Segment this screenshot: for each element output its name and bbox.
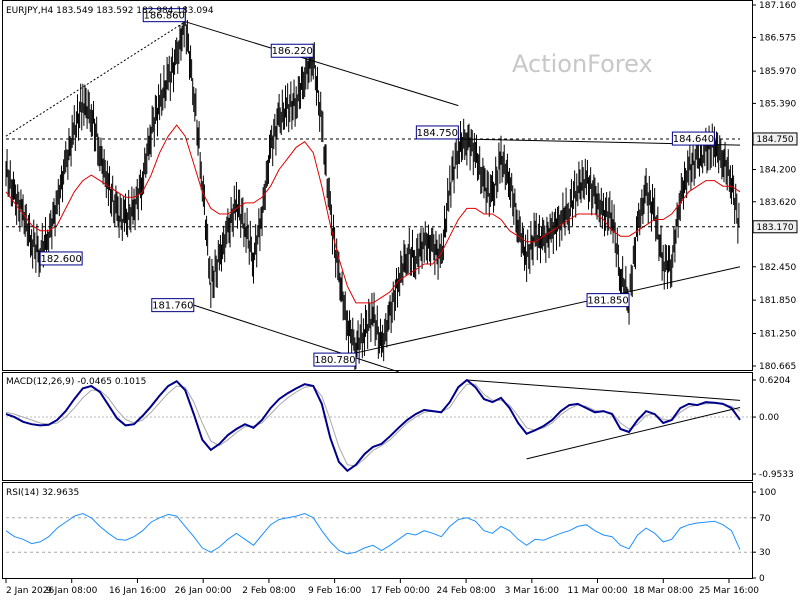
price-label-box xyxy=(415,125,459,140)
x-tick-label: 17 Feb 00:00 xyxy=(371,586,430,596)
y-tick-label: 100 xyxy=(759,488,776,498)
y-tick-label: 180.665 xyxy=(759,362,796,372)
trendline xyxy=(185,21,459,107)
y-tick-label: 181.250 xyxy=(759,329,796,339)
price-label-box xyxy=(313,352,357,367)
price-axis-tags: 184.750 183.170 xyxy=(752,132,798,234)
x-tick-label: 18 Mar 08:00 xyxy=(633,586,693,596)
y-tick-label: 181.850 xyxy=(759,296,796,306)
x-tick-label: 25 Mar 16:00 xyxy=(699,586,759,596)
y-tick-label: 186.575 xyxy=(759,34,796,44)
x-tick-label: 2 Jan 2026 xyxy=(6,586,54,596)
price-label-box xyxy=(671,131,715,146)
x-tick-label: 11 Mar 00:00 xyxy=(567,586,627,596)
trendline xyxy=(193,304,399,373)
price-label: 184.640 xyxy=(673,134,714,145)
x-tick-label: 3 Mar 16:00 xyxy=(505,586,560,596)
y-tick-label: 70 xyxy=(759,514,771,524)
price-label: 182.600 xyxy=(40,254,81,265)
rsi-line xyxy=(5,512,741,555)
y-tick-label: 185.970 xyxy=(759,67,796,77)
x-tick-label: 24 Feb 08:00 xyxy=(437,586,496,596)
rsi-panel-frame xyxy=(2,482,753,579)
y-tick-label: 0 xyxy=(759,574,765,584)
price-label: 180.780 xyxy=(314,355,355,366)
y-tick-label: 182.450 xyxy=(759,263,796,273)
main-header: EURJPY,H4 183.549 183.592 182.984 183.09… xyxy=(6,6,214,16)
main-y-axis: 187.160 186.575 185.970 185.390 184.750 184.2… xyxy=(752,1,796,372)
macd-lines xyxy=(5,378,752,473)
x-tick-label: 26 Jan 00:00 xyxy=(175,586,232,596)
y-tick-label: 185.390 xyxy=(759,99,796,109)
price-annotations: 186.860 186.220 184.750 184.640 182.600 181.7… xyxy=(39,8,715,367)
price-label-box xyxy=(270,43,314,58)
y-tick-label: 183.620 xyxy=(759,198,796,208)
axis-tag: 183.170 xyxy=(756,223,793,233)
macd-trendlines xyxy=(466,379,741,460)
price-label: 181.760 xyxy=(152,301,193,312)
macd-y-axis: 0.6204 0.00 -0.9533 xyxy=(752,376,794,480)
rsi-header: RSI(14) 32.9635 xyxy=(6,488,79,498)
y-tick-label: 0.00 xyxy=(759,413,779,423)
y-tick-label: 0.6204 xyxy=(759,376,791,386)
price-label: 184.750 xyxy=(417,128,458,139)
price-label: 186.860 xyxy=(144,11,185,22)
x-tick-label: 9 Feb 16:00 xyxy=(308,586,362,596)
macd-panel-frame xyxy=(2,372,753,481)
price-label: 186.220 xyxy=(272,46,313,57)
price-label-box xyxy=(151,298,195,313)
axis-tag: 184.750 xyxy=(756,135,793,145)
price-bars xyxy=(5,5,740,371)
macd-trendline xyxy=(466,379,741,401)
price-label-box xyxy=(586,293,630,308)
x-tick-label: 2 Feb 08:00 xyxy=(242,586,296,596)
y-tick-label: 184.200 xyxy=(759,166,796,176)
x-tick-label: 9 Jan 08:00 xyxy=(46,586,98,596)
trendline xyxy=(355,266,741,354)
trendline xyxy=(5,21,186,137)
ma-line xyxy=(5,124,741,304)
rsi-levels xyxy=(6,517,752,553)
moving-average xyxy=(5,124,741,304)
price-label-box xyxy=(142,8,186,23)
macd-trendline xyxy=(526,407,741,460)
price-label-box xyxy=(39,251,83,266)
y-tick-label: 187.160 xyxy=(759,1,796,11)
macd-main-line xyxy=(5,378,741,473)
axis-tag-box xyxy=(752,132,798,146)
macd-header: MACD(12,26,9) -0.0465 0.1015 xyxy=(6,377,146,387)
watermark: ActionForex xyxy=(512,50,653,78)
axis-tag-box xyxy=(752,220,798,234)
x-tick-label: 16 Jan 16:00 xyxy=(109,586,166,596)
y-tick-label: -0.9533 xyxy=(759,470,794,480)
y-tick-label: 30 xyxy=(759,548,771,558)
macd-signal-line xyxy=(5,383,741,467)
rsi-y-axis: 100 70 30 0 xyxy=(752,488,776,584)
price-label: 181.850 xyxy=(587,296,628,307)
rsi-path xyxy=(5,512,741,555)
